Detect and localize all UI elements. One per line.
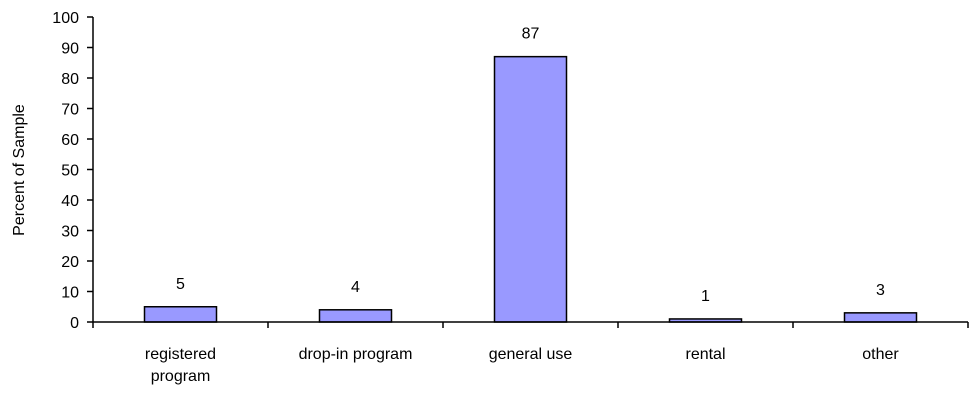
y-tick-label: 70 (61, 102, 79, 119)
y-tick-label: 60 (61, 132, 79, 149)
bars (143, 55, 918, 323)
y-tick-label: 10 (61, 285, 79, 302)
y-tick-label: 0 (70, 315, 79, 332)
bar (318, 309, 393, 323)
bar (493, 55, 568, 323)
data-label: 5 (176, 276, 185, 293)
bar (143, 306, 218, 323)
y-tick-label: 100 (52, 10, 79, 27)
y-tick-label: 40 (61, 193, 79, 210)
y-axis-title: Percent of Sample (11, 104, 28, 236)
y-axis-ticks: 0 10 20 30 40 50 60 70 80 90 100 (52, 10, 93, 332)
data-label: 4 (351, 279, 360, 296)
bar (843, 312, 918, 323)
x-category-label: drop-in program (299, 346, 413, 363)
x-category-label: program (151, 368, 211, 385)
y-tick-label: 80 (61, 71, 79, 88)
x-category-label: other (862, 346, 899, 363)
y-tick-label: 20 (61, 254, 79, 271)
y-tick-label: 50 (61, 163, 79, 180)
x-category-label: general use (489, 346, 573, 363)
y-tick-label: 90 (61, 41, 79, 58)
data-labels: 5 4 87 1 3 (176, 26, 885, 305)
data-label: 3 (876, 282, 885, 299)
x-category-label: rental (685, 346, 725, 363)
x-category-label: registered (145, 346, 216, 363)
data-label: 1 (701, 288, 710, 305)
x-axis-ticks: registered program drop-in program general … (92, 322, 969, 385)
y-tick-label: 30 (61, 224, 79, 241)
data-label: 87 (522, 26, 540, 43)
